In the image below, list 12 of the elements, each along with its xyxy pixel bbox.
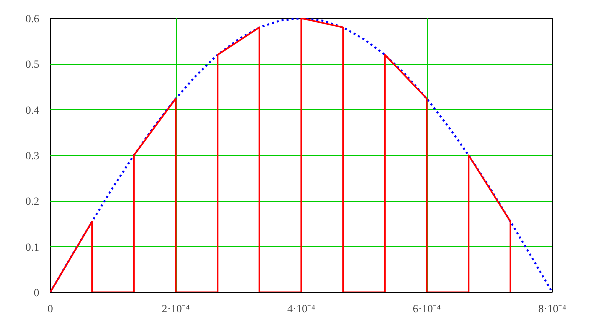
x-tick-label: 4·10⁻⁴ bbox=[288, 304, 316, 316]
y-tick-label: 0.5 bbox=[26, 59, 40, 72]
x-tick-label: 0 bbox=[48, 304, 54, 316]
x-tick-label: 6·10⁻⁴ bbox=[413, 304, 442, 316]
y-tick-label: 0.2 bbox=[26, 196, 40, 208]
y-tick-label: 0.6 bbox=[26, 14, 40, 26]
y-tick-label: 0.1 bbox=[26, 242, 40, 254]
y-tick-label: 0.3 bbox=[26, 150, 40, 162]
x-tick-label: 2·10⁻⁴ bbox=[162, 304, 190, 316]
x-tick-label: 8·10⁻⁴ bbox=[538, 304, 567, 316]
y-tick-label: 0.4 bbox=[26, 104, 40, 117]
y-tick-label: 0 bbox=[34, 288, 40, 300]
